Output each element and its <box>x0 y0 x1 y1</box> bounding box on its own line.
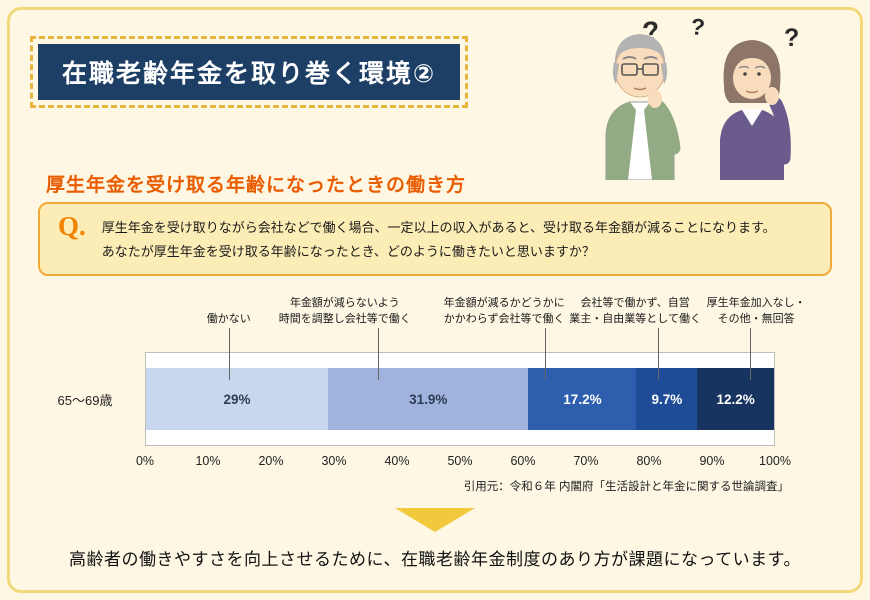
section-subtitle: 厚生年金を受け取る年齢になったときの働き方 <box>46 175 467 196</box>
axis-tick: 10% <box>195 454 221 468</box>
q-label: Q. <box>58 211 86 241</box>
axis-tick: 20% <box>258 454 284 468</box>
leader-line <box>378 328 380 380</box>
axis-tick: 70% <box>573 454 599 468</box>
bar-segment: 12.2% <box>697 368 774 430</box>
stacked-bar: 29% 31.9% 17.2% 9.7% 12.2% <box>146 368 774 430</box>
axis-tick: 100% <box>759 454 791 468</box>
down-arrow-icon <box>395 508 475 532</box>
leader-line <box>749 328 751 380</box>
segment-callout-label: 厚生年金加入なし・ その他・無回答 <box>706 297 806 326</box>
question-mark-icon: ? <box>689 13 706 40</box>
leader-line <box>228 328 230 380</box>
title-frame: 在職老齢年金を取り巻く環境② <box>30 36 469 108</box>
question-box: Q. 厚生年金を受け取りながら会社などで働く場合、一定以上の収入があると、受け取… <box>38 202 832 277</box>
segment-callout-label: 年金額が減らないよう 時間を調整し会社等で働く <box>278 297 411 326</box>
axis-tick: 80% <box>636 454 662 468</box>
question-mark-icon: ? <box>784 24 799 52</box>
elderly-couple-illustration: ? ? ? <box>605 13 799 180</box>
bar-segment: 29% <box>146 368 329 430</box>
axis-tick: 60% <box>510 454 536 468</box>
bar-segment: 9.7% <box>636 368 698 430</box>
stacked-bar-chart: 働かない 年金額が減らないよう 時間を調整し会社等で働く 年金額が減るかどうかに か… <box>58 288 806 498</box>
page-title: 在職老齢年金を取り巻く環境② <box>38 44 461 100</box>
question-line-1: 厚生年金を受け取りながら会社などで働く場合、一定以上の収入があると、受け取る年金… <box>101 220 776 235</box>
segment-callout-label: 働かない <box>206 313 251 326</box>
segment-labels: 働かない 年金額が減らないよう 時間を調整し会社等で働く 年金額が減るかどうかに か… <box>145 288 806 328</box>
axis-tick: 50% <box>447 454 473 468</box>
axis-tick: 40% <box>384 454 410 468</box>
plot-area: 29% 31.9% 17.2% 9.7% 12.2% <box>145 352 775 446</box>
leader-line <box>658 328 660 380</box>
x-axis: 0% 10% 20% 30% 40% 50% 60% 70% 80% 90% 100% <box>136 454 791 470</box>
axis-tick: 90% <box>699 454 725 468</box>
question-line-2: あなたが厚生年金を受け取る年齢になったとき、どのように働きたいと思いますか？ <box>101 244 595 260</box>
axis-tick: 0% <box>135 454 155 468</box>
category-label: 65〜69歳 <box>57 393 113 408</box>
elderly-man-illustration <box>605 34 681 180</box>
segment-callout-label: 会社等で働かず、自営 業主・自由業等として働く <box>569 297 701 326</box>
elderly-woman-illustration <box>720 40 791 180</box>
question-text: 厚生年金を受け取りながら会社などで働く場合、一定以上の収入があると、受け取る年金… <box>102 212 776 264</box>
segment-callout-label: 年金額が減るかどうかに かかわらず会社等で働く <box>443 297 565 326</box>
leader-line <box>545 328 547 380</box>
axis-tick: 30% <box>321 454 347 468</box>
source-citation: 引用元：令和６年 内閣府「生活設計と年金に関する世論調査」 <box>463 481 789 493</box>
bar-segment: 17.2% <box>528 368 637 430</box>
bar-segment: 31.9% <box>328 368 529 430</box>
conclusion-text: 高齢者の働きやすさを向上させるために、在職老齢年金制度のあり方が課題になっていま… <box>69 550 801 569</box>
